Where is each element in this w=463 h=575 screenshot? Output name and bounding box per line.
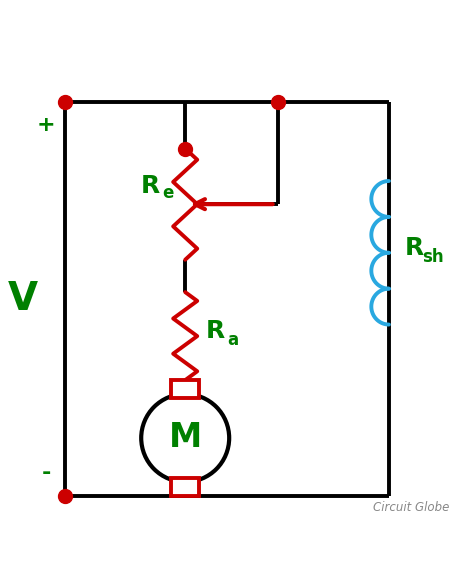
Text: R: R	[206, 320, 225, 343]
FancyBboxPatch shape	[171, 380, 199, 398]
Text: M: M	[169, 421, 202, 454]
Text: a: a	[227, 331, 238, 349]
Text: +: +	[37, 116, 56, 136]
Text: R: R	[405, 236, 424, 260]
Circle shape	[141, 394, 229, 482]
FancyBboxPatch shape	[171, 478, 199, 496]
Text: -: -	[42, 463, 51, 482]
Text: V: V	[8, 280, 38, 318]
Text: R: R	[141, 174, 160, 198]
Text: e: e	[162, 183, 173, 202]
Text: sh: sh	[422, 248, 444, 266]
Text: Circuit Globe: Circuit Globe	[373, 501, 449, 515]
